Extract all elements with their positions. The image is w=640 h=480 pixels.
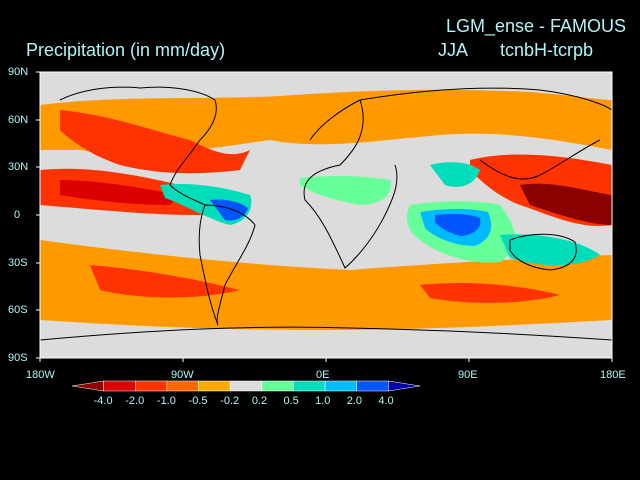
colorbar-swatch	[135, 380, 168, 392]
lat-label: 30N	[8, 161, 29, 173]
coast-australia	[509, 233, 577, 271]
colorbar-label: -0.2	[220, 395, 240, 407]
lat-label: 0	[14, 209, 21, 221]
field-asia-darkred	[520, 183, 612, 225]
field-south-orange	[40, 240, 612, 330]
coast-antarctica	[39, 326, 613, 341]
colorbar-label: -2.0	[125, 395, 145, 407]
lon-label: 180W	[26, 369, 55, 381]
colorbar-label: 2.0	[346, 395, 363, 407]
colorbar-swatch	[103, 380, 136, 392]
lat-label: 30S	[8, 257, 28, 269]
coast-asia	[359, 87, 613, 180]
field-south-red	[90, 265, 240, 298]
colorbar-swatch	[198, 380, 231, 392]
field-asia-cyan	[430, 162, 480, 187]
field-south-red-2	[420, 283, 560, 303]
field-indian-ocean-blue	[435, 214, 481, 236]
field-pacific-darkred	[60, 180, 180, 205]
coastlines	[39, 86, 613, 341]
lon-label: 0E	[316, 369, 330, 381]
colorbar-swatch	[324, 380, 357, 392]
colorbar-label: 1.0	[315, 395, 331, 407]
lon-label: 90E	[458, 369, 478, 381]
lon-label: 90W	[171, 369, 194, 381]
colorbar-label: 0.2	[251, 395, 268, 407]
colorbar-swatch	[261, 380, 294, 392]
colorbar-label: -4.0	[93, 395, 113, 407]
colorbar-label: 4.0	[378, 395, 394, 407]
field-africa-green	[300, 175, 391, 205]
colorbar-label: 0.5	[283, 395, 299, 407]
colorbar-label: -0.5	[188, 395, 208, 407]
lat-label: 90S	[8, 352, 28, 364]
lat-label: 90N	[8, 66, 29, 78]
lat-label: 60S	[8, 304, 28, 316]
colorbar	[71, 380, 421, 392]
coast-europe-africa	[303, 99, 398, 269]
lon-label: 180E	[600, 369, 626, 381]
colorbar-label: -1.0	[156, 395, 176, 407]
season-label: JJA	[438, 40, 469, 60]
colorbar-arrow-high	[388, 380, 421, 392]
colorbar-arrow-low	[71, 380, 104, 392]
coast-north-america	[59, 86, 217, 206]
experiment-title: LGM_ense - FAMOUS	[446, 16, 627, 36]
lat-label: 60N	[8, 114, 29, 126]
colorbar-swatch	[229, 380, 263, 392]
colorbar-swatch	[293, 380, 326, 392]
coast-south-america	[198, 204, 256, 326]
run-label: tcnbH-tcrpb	[500, 40, 594, 60]
field-north-red	[60, 110, 250, 174]
plot-title: Precipitation (in mm/day)	[26, 40, 226, 60]
colorbar-swatch	[356, 380, 389, 392]
field-atlantic-blue	[210, 199, 248, 221]
colorbar-swatch	[166, 380, 199, 392]
